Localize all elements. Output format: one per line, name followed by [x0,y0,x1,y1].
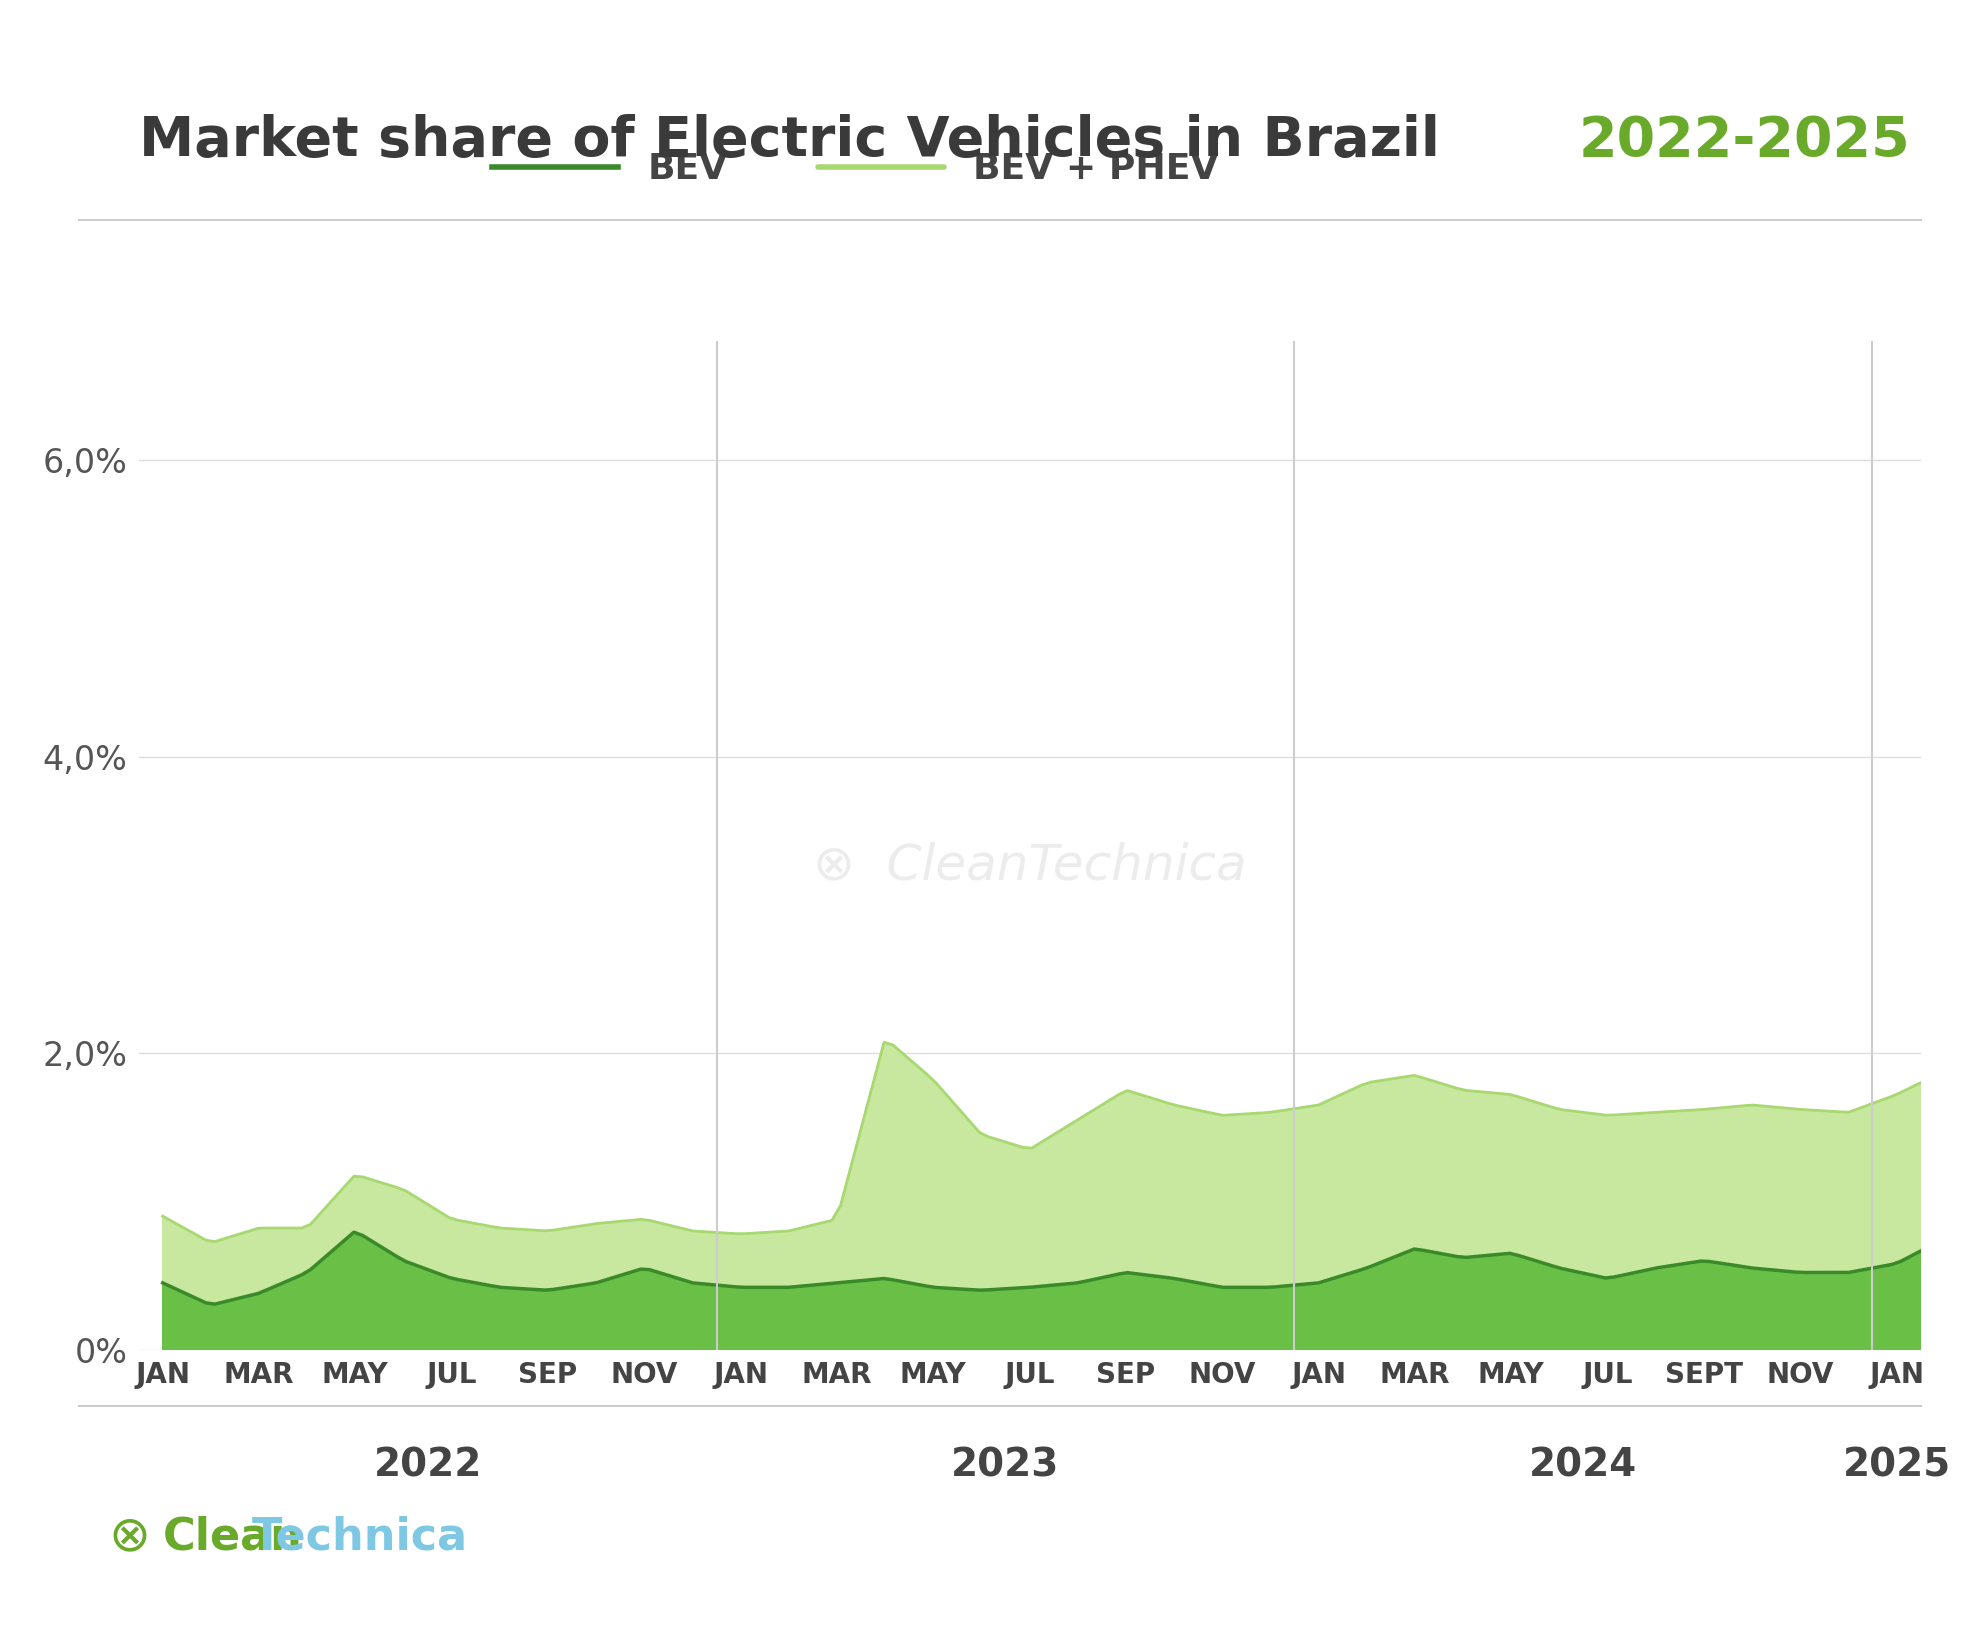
Text: 2022-2025: 2022-2025 [1578,114,1911,167]
Text: 2023: 2023 [950,1447,1059,1485]
Text: 2024: 2024 [1529,1447,1637,1485]
Text: ⊗: ⊗ [109,1512,150,1561]
Text: Market share of Electric Vehicles in Brazil: Market share of Electric Vehicles in Bra… [139,114,1439,167]
Text: 2025: 2025 [1843,1447,1950,1485]
Text: Clean: Clean [162,1515,303,1558]
Text: Technica: Technica [251,1515,467,1558]
Text: ⊗  CleanTechnica: ⊗ CleanTechnica [812,842,1247,889]
Legend: BEV, BEV + PHEV: BEV, BEV + PHEV [477,138,1234,200]
Text: 2022: 2022 [374,1447,481,1485]
